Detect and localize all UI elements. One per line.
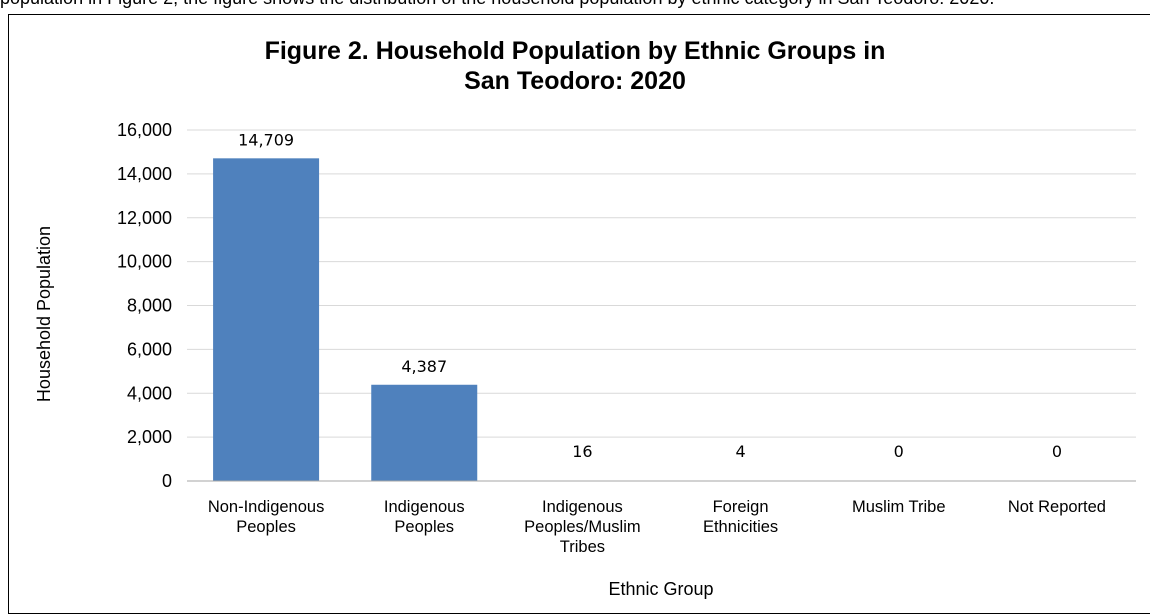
- x-tick-label: Peoples: [236, 518, 296, 536]
- x-tick-label: Indigenous: [384, 498, 465, 516]
- data-labels: 14,709 4,387 16 4 0 0: [238, 130, 1062, 461]
- x-tick-label: Ethnicities: [703, 518, 778, 536]
- y-tick-label: 4,000: [127, 383, 172, 403]
- clipped-body-text: population in Figure 2, the figure shows…: [0, 0, 1150, 12]
- data-label: 14,709: [238, 130, 294, 149]
- x-tick-label: Non-Indigenous: [208, 498, 325, 516]
- y-tick-label: 10,000: [117, 252, 172, 272]
- data-label: 0: [1052, 442, 1062, 461]
- x-tick-label: Not Reported: [1008, 498, 1106, 516]
- y-tick-label: 8,000: [127, 296, 172, 316]
- clipped-body-text-line: population in Figure 2, the figure shows…: [0, 0, 994, 8]
- x-axis-title: Ethnic Group: [608, 579, 713, 599]
- data-label: 16: [572, 442, 592, 461]
- x-tick-label: Muslim Tribe: [852, 498, 946, 516]
- bars: [213, 158, 478, 481]
- gridlines: [187, 129, 1136, 438]
- y-tick-label: 12,000: [117, 208, 172, 228]
- data-label: 4,387: [401, 357, 447, 376]
- x-tick-label: Indigenous: [542, 498, 623, 516]
- y-tick-label: 14,000: [117, 164, 172, 184]
- chart-title-line-1: Figure 2. Household Population by Ethnic…: [265, 37, 886, 65]
- y-tick-labels: 0 2,000 4,000 6,000 8,000 10,000 12,000 14,000 1…: [117, 120, 172, 491]
- y-tick-label: 16,000: [117, 120, 172, 140]
- data-label: 0: [894, 442, 904, 461]
- x-tick-label: Peoples/Muslim: [524, 518, 640, 536]
- x-tick-labels: Non-Indigenous Peoples Indigenous Peoples In…: [208, 498, 1106, 556]
- y-axis-title: Household Population: [34, 226, 54, 402]
- y-tick-label: 2,000: [127, 427, 172, 447]
- x-tick-label: Peoples: [394, 518, 454, 536]
- data-label: 4: [735, 442, 745, 461]
- x-tick-label: Foreign: [713, 498, 769, 516]
- x-tick-label: Tribes: [560, 538, 605, 556]
- bar-chart: Figure 2. Household Population by Ethnic…: [34, 37, 1136, 599]
- bar: [371, 384, 478, 481]
- chart-title-line-2: San Teodoro: 2020: [464, 67, 686, 95]
- y-tick-label: 6,000: [127, 339, 172, 359]
- y-tick-label: 0: [162, 471, 172, 491]
- bar: [213, 158, 320, 481]
